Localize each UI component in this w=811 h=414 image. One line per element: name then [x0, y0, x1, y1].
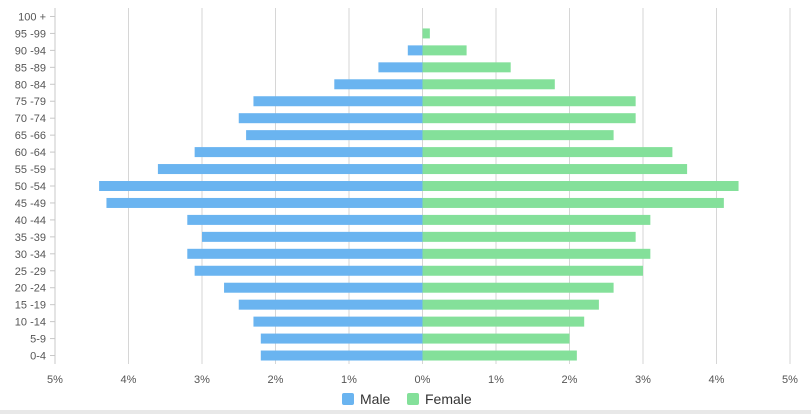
bar-female[interactable]	[422, 147, 673, 158]
bar-male[interactable]	[253, 96, 423, 107]
x-tick-label: 3%	[194, 374, 210, 386]
bar-female[interactable]	[422, 350, 577, 361]
bar-female[interactable]	[422, 130, 614, 141]
bar-female[interactable]	[422, 181, 739, 191]
bar-female[interactable]	[422, 248, 651, 259]
y-tick-label: 20 -24	[15, 283, 46, 295]
y-tick-label: 95 -99	[15, 28, 46, 40]
bar-female[interactable]	[422, 214, 651, 225]
bar-male[interactable]	[238, 113, 423, 124]
y-tick-label: 100 +	[18, 11, 46, 23]
x-tick-label: 1%	[341, 374, 357, 386]
bar-female[interactable]	[422, 282, 614, 293]
y-tick-label: 30 -34	[15, 249, 46, 261]
bar-male[interactable]	[194, 265, 423, 276]
y-tick-label: 85 -89	[15, 62, 46, 74]
bar-female[interactable]	[422, 62, 511, 73]
y-tick-label: 25 -29	[15, 266, 46, 278]
x-tick-label: 0%	[415, 374, 431, 386]
bar-male[interactable]	[224, 282, 423, 293]
legend-swatch-male	[342, 393, 354, 405]
legend-item-female[interactable]: Female	[407, 391, 472, 407]
bar-male[interactable]	[246, 130, 423, 141]
bar-female[interactable]	[422, 79, 555, 90]
legend-label-female: Female	[425, 391, 472, 407]
bar-female[interactable]	[422, 316, 585, 327]
bar-male[interactable]	[157, 164, 423, 175]
legend-swatch-female	[407, 393, 419, 405]
bar-female[interactable]	[422, 333, 570, 344]
y-tick-label: 45 -49	[15, 198, 46, 210]
bottom-divider	[0, 410, 811, 414]
y-tick-label: 55 -59	[15, 164, 46, 176]
bar-female[interactable]	[422, 265, 644, 276]
bar-female[interactable]	[422, 299, 599, 310]
bar-male[interactable]	[187, 248, 423, 259]
y-tick-label: 65 -66	[15, 130, 46, 142]
bar-female[interactable]	[422, 231, 636, 242]
y-tick-label: 0-4	[30, 351, 46, 363]
x-tick-label: 2%	[562, 374, 578, 386]
y-tick-label: 35 -39	[15, 232, 46, 244]
bar-male[interactable]	[253, 316, 423, 327]
y-tick-label: 5-9	[30, 334, 46, 346]
bar-male[interactable]	[194, 147, 423, 158]
y-tick-label: 40 -44	[15, 215, 46, 227]
bar-male[interactable]	[260, 350, 423, 361]
y-tick-label: 70 -74	[15, 113, 46, 125]
bar-female[interactable]	[422, 113, 636, 124]
y-tick-label: 10 -14	[15, 317, 46, 329]
bar-male[interactable]	[106, 197, 423, 208]
y-tick-label: 50 -54	[15, 181, 46, 193]
bar-male[interactable]	[334, 79, 423, 90]
x-tick-label: 4%	[121, 374, 137, 386]
x-tick-label: 5%	[47, 374, 63, 386]
bar-male[interactable]	[202, 231, 423, 242]
x-tick-label: 4%	[709, 374, 725, 386]
bar-male[interactable]	[407, 45, 423, 56]
bar-male[interactable]	[238, 299, 423, 310]
y-tick-label: 90 -94	[15, 45, 46, 57]
y-tick-label: 15 -19	[15, 300, 46, 312]
bar-male[interactable]	[260, 333, 423, 344]
bar-female[interactable]	[422, 164, 688, 175]
y-tick-label: 60 -64	[15, 147, 46, 159]
y-tick-label: 75 -79	[15, 96, 46, 108]
bar-female[interactable]	[422, 45, 467, 56]
bar-female[interactable]	[422, 197, 724, 208]
bar-female[interactable]	[422, 96, 636, 107]
x-tick-label: 3%	[635, 374, 651, 386]
legend-label-male: Male	[360, 391, 391, 407]
x-tick-label: 2%	[268, 374, 284, 386]
legend-item-male[interactable]: Male	[342, 391, 391, 407]
bar-male[interactable]	[378, 62, 423, 73]
bar-female[interactable]	[422, 28, 430, 39]
bar-male[interactable]	[187, 214, 423, 225]
y-tick-label: 80 -84	[15, 79, 46, 91]
x-tick-label: 1%	[488, 374, 504, 386]
bar-male[interactable]	[99, 181, 423, 191]
x-tick-label: 5%	[782, 374, 798, 386]
